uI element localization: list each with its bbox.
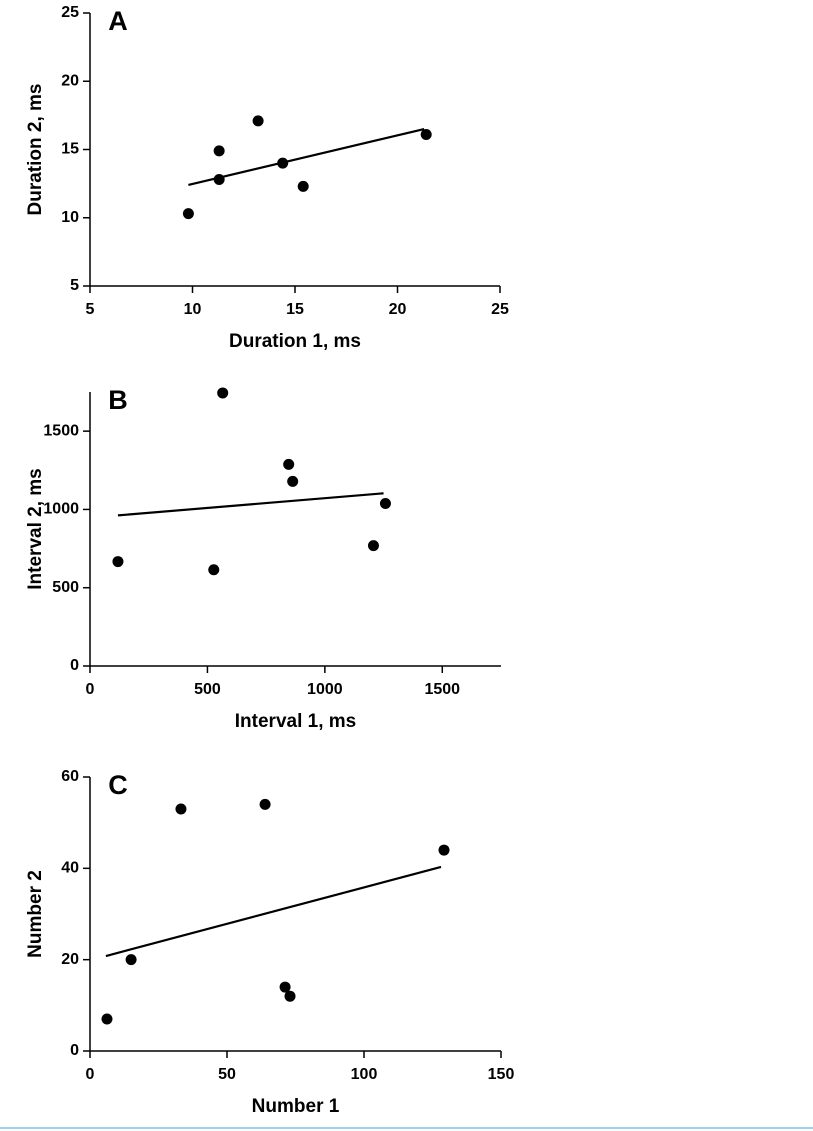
x-tick-label: 25	[491, 301, 509, 318]
y-tick-label: 0	[70, 657, 79, 674]
y-tick-label: 60	[61, 768, 79, 785]
data-point	[279, 981, 291, 993]
data-point	[297, 180, 309, 192]
x-tick-label: 1000	[307, 681, 343, 698]
y-tick-label: 1500	[43, 422, 79, 439]
data-point	[283, 458, 295, 470]
y-tick-label: 25	[61, 4, 79, 21]
y-tick-label: 15	[61, 141, 79, 158]
y-tick-label: 1000	[43, 501, 79, 518]
fit-line	[117, 492, 384, 517]
data-point	[379, 497, 391, 509]
y-axis-label: Duration 2, ms	[25, 84, 46, 216]
panel-label: C	[108, 770, 128, 800]
y-axis-label: Number 2	[25, 870, 46, 958]
data-point	[420, 128, 432, 140]
panel-label: B	[108, 385, 128, 415]
x-tick-label: 150	[488, 1066, 515, 1083]
x-tick-label: 0	[86, 1066, 95, 1083]
data-point	[208, 564, 220, 576]
data-point	[213, 145, 225, 157]
data-point	[112, 556, 124, 568]
x-axis-label: Duration 1, ms	[229, 331, 361, 352]
data-point	[125, 954, 137, 966]
panel-label: A	[108, 6, 128, 36]
data-point	[101, 1013, 113, 1025]
x-tick-label: 50	[218, 1066, 236, 1083]
data-point	[217, 387, 229, 399]
x-tick-label: 100	[351, 1066, 378, 1083]
data-point	[175, 803, 187, 815]
y-tick-label: 5	[70, 277, 79, 294]
data-point	[287, 475, 299, 487]
x-tick-label: 20	[389, 301, 407, 318]
x-tick-label: 15	[286, 301, 304, 318]
x-tick-label: 10	[184, 301, 202, 318]
data-point	[284, 990, 296, 1002]
fit-line	[188, 127, 425, 187]
x-tick-label: 0	[86, 681, 95, 698]
x-axis-label: Interval 1, ms	[235, 711, 356, 732]
y-tick-label: 20	[61, 72, 79, 89]
fit-line	[105, 865, 442, 958]
x-tick-label: 500	[194, 681, 221, 698]
data-point	[252, 115, 264, 127]
y-tick-label: 40	[61, 860, 79, 877]
x-tick-label: 1500	[424, 681, 460, 698]
y-axis-label: Interval 2, ms	[25, 468, 46, 589]
x-axis-label: Number 1	[252, 1096, 340, 1117]
y-tick-label: 0	[70, 1042, 79, 1059]
data-point	[438, 844, 450, 856]
data-point	[182, 208, 194, 220]
data-point	[259, 798, 271, 810]
y-tick-label: 500	[52, 579, 79, 596]
x-tick-label: 5	[86, 301, 95, 318]
data-point	[367, 540, 379, 552]
y-tick-label: 10	[61, 209, 79, 226]
y-tick-label: 20	[61, 951, 79, 968]
